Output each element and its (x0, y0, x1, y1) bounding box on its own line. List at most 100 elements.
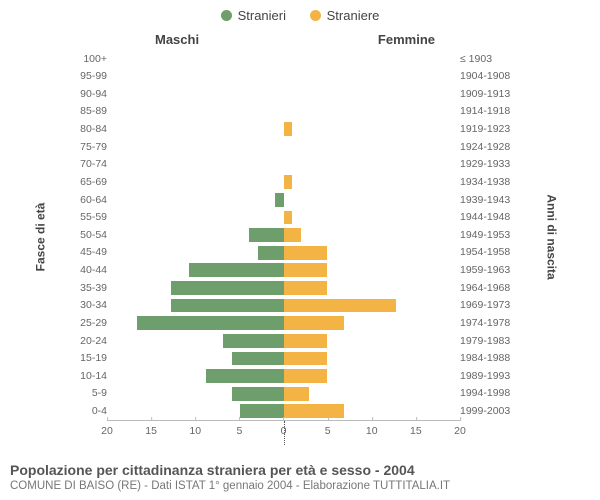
bar-cell-male (111, 297, 284, 315)
bar-male (275, 193, 284, 207)
bar-cell-female (284, 297, 457, 315)
x-tick: 20 (101, 421, 113, 437)
bar-cell-female (284, 332, 457, 350)
age-label: 25-29 (65, 314, 111, 332)
bar-cell-male (111, 385, 284, 403)
bar-cell-male (111, 156, 284, 174)
bar-cell-male (111, 226, 284, 244)
bar-female (284, 404, 344, 418)
bar-cell-male (111, 50, 284, 68)
legend-item-male: Stranieri (221, 8, 286, 23)
age-label: 5-9 (65, 385, 111, 403)
bar-female (284, 263, 327, 277)
x-axis: 201510505101520 (107, 420, 460, 445)
pyramid-row: 15-191984-1988 (65, 350, 520, 368)
bar-female (284, 246, 327, 260)
pyramid-row: 5-9 1994-1998 (65, 385, 520, 403)
x-tick: 0 (281, 421, 287, 437)
pyramid-row: 40-441959-1963 (65, 262, 520, 280)
bar-cell-female (284, 367, 457, 385)
birth-label: 1909-1913 (456, 85, 520, 103)
bar-cell-male (111, 367, 284, 385)
birth-label: 1939-1943 (456, 191, 520, 209)
pyramid-row: 55-591944-1948 (65, 209, 520, 227)
pyramid-row: 35-391964-1968 (65, 279, 520, 297)
age-label: 100+ (65, 50, 111, 68)
pyramid-row: 10-141989-1993 (65, 367, 520, 385)
circle-icon (221, 10, 232, 21)
bar-male (249, 228, 284, 242)
bar-cell-female (284, 314, 457, 332)
bar-cell-male (111, 121, 284, 139)
bar-cell-female (284, 350, 457, 368)
circle-icon (310, 10, 321, 21)
bar-male (240, 404, 283, 418)
pyramid-row: 25-29 1974-1978 (65, 314, 520, 332)
pyramid-row: 50-54 1949-1953 (65, 226, 520, 244)
bar-cell-female (284, 209, 457, 227)
birth-label: 1929-1933 (456, 156, 520, 174)
pyramid-row: 100+≤ 1903 (65, 50, 520, 68)
bar-cell-male (111, 244, 284, 262)
birth-label: 1989-1993 (456, 367, 520, 385)
bar-cell-female (284, 85, 457, 103)
pyramid-row: 75-791924-1928 (65, 138, 520, 156)
x-tick: 15 (145, 421, 157, 437)
pyramid-row: 20-241979-1983 (65, 332, 520, 350)
age-label: 40-44 (65, 262, 111, 280)
bar-male (258, 246, 284, 260)
bar-female (284, 299, 396, 313)
chart-title: Popolazione per cittadinanza straniera p… (10, 462, 450, 478)
age-label: 80-84 (65, 121, 111, 139)
bar-female (284, 211, 293, 225)
age-label: 15-19 (65, 350, 111, 368)
bar-male (223, 334, 283, 348)
bar-cell-male (111, 332, 284, 350)
bar-cell-female (284, 121, 457, 139)
y-axis-title-left: Fasce di età (33, 203, 47, 272)
bar-cell-female (284, 262, 457, 280)
bar-female (284, 352, 327, 366)
birth-label: 1974-1978 (456, 314, 520, 332)
bar-cell-female (284, 103, 457, 121)
bar-cell-male (111, 103, 284, 121)
bar-cell-male (111, 191, 284, 209)
age-label: 30-34 (65, 297, 111, 315)
pyramid-row: 0-41999-2003 (65, 403, 520, 421)
bar-cell-female (284, 68, 457, 86)
birth-label: 1949-1953 (456, 226, 520, 244)
bar-male (137, 316, 284, 330)
bar-cell-male (111, 173, 284, 191)
pyramid-row: 80-841919-1923 (65, 121, 520, 139)
bar-cell-female (284, 191, 457, 209)
bar-female (284, 387, 310, 401)
birth-label: 1924-1928 (456, 138, 520, 156)
age-label: 50-54 (65, 226, 111, 244)
age-label: 65-69 (65, 173, 111, 191)
bar-cell-female (284, 244, 457, 262)
pyramid-row: 90-941909-1913 (65, 85, 520, 103)
pyramid-row: 65-691934-1938 (65, 173, 520, 191)
bar-female (284, 281, 327, 295)
bar-cell-female (284, 403, 457, 421)
bar-cell-female (284, 173, 457, 191)
column-header-female: Femmine (378, 32, 435, 47)
bar-cell-male (111, 314, 284, 332)
x-tick: 20 (454, 421, 466, 437)
bar-cell-male (111, 403, 284, 421)
bar-male (171, 281, 283, 295)
x-tick: 5 (236, 421, 242, 437)
y-axis-title-right: Anni di nascita (544, 194, 558, 279)
bar-female (284, 316, 344, 330)
bar-cell-female (284, 138, 457, 156)
bar-male (206, 369, 284, 383)
pyramid-row: 95-991904-1908 (65, 68, 520, 86)
legend: Stranieri Straniere (0, 8, 600, 24)
birth-label: 1994-1998 (456, 385, 520, 403)
chart-footer: Popolazione per cittadinanza straniera p… (10, 462, 450, 492)
legend-label-female: Straniere (327, 8, 380, 23)
pyramid-row: 45-491954-1958 (65, 244, 520, 262)
birth-label: 1954-1958 (456, 244, 520, 262)
legend-label-male: Stranieri (238, 8, 286, 23)
birth-label: 1914-1918 (456, 103, 520, 121)
